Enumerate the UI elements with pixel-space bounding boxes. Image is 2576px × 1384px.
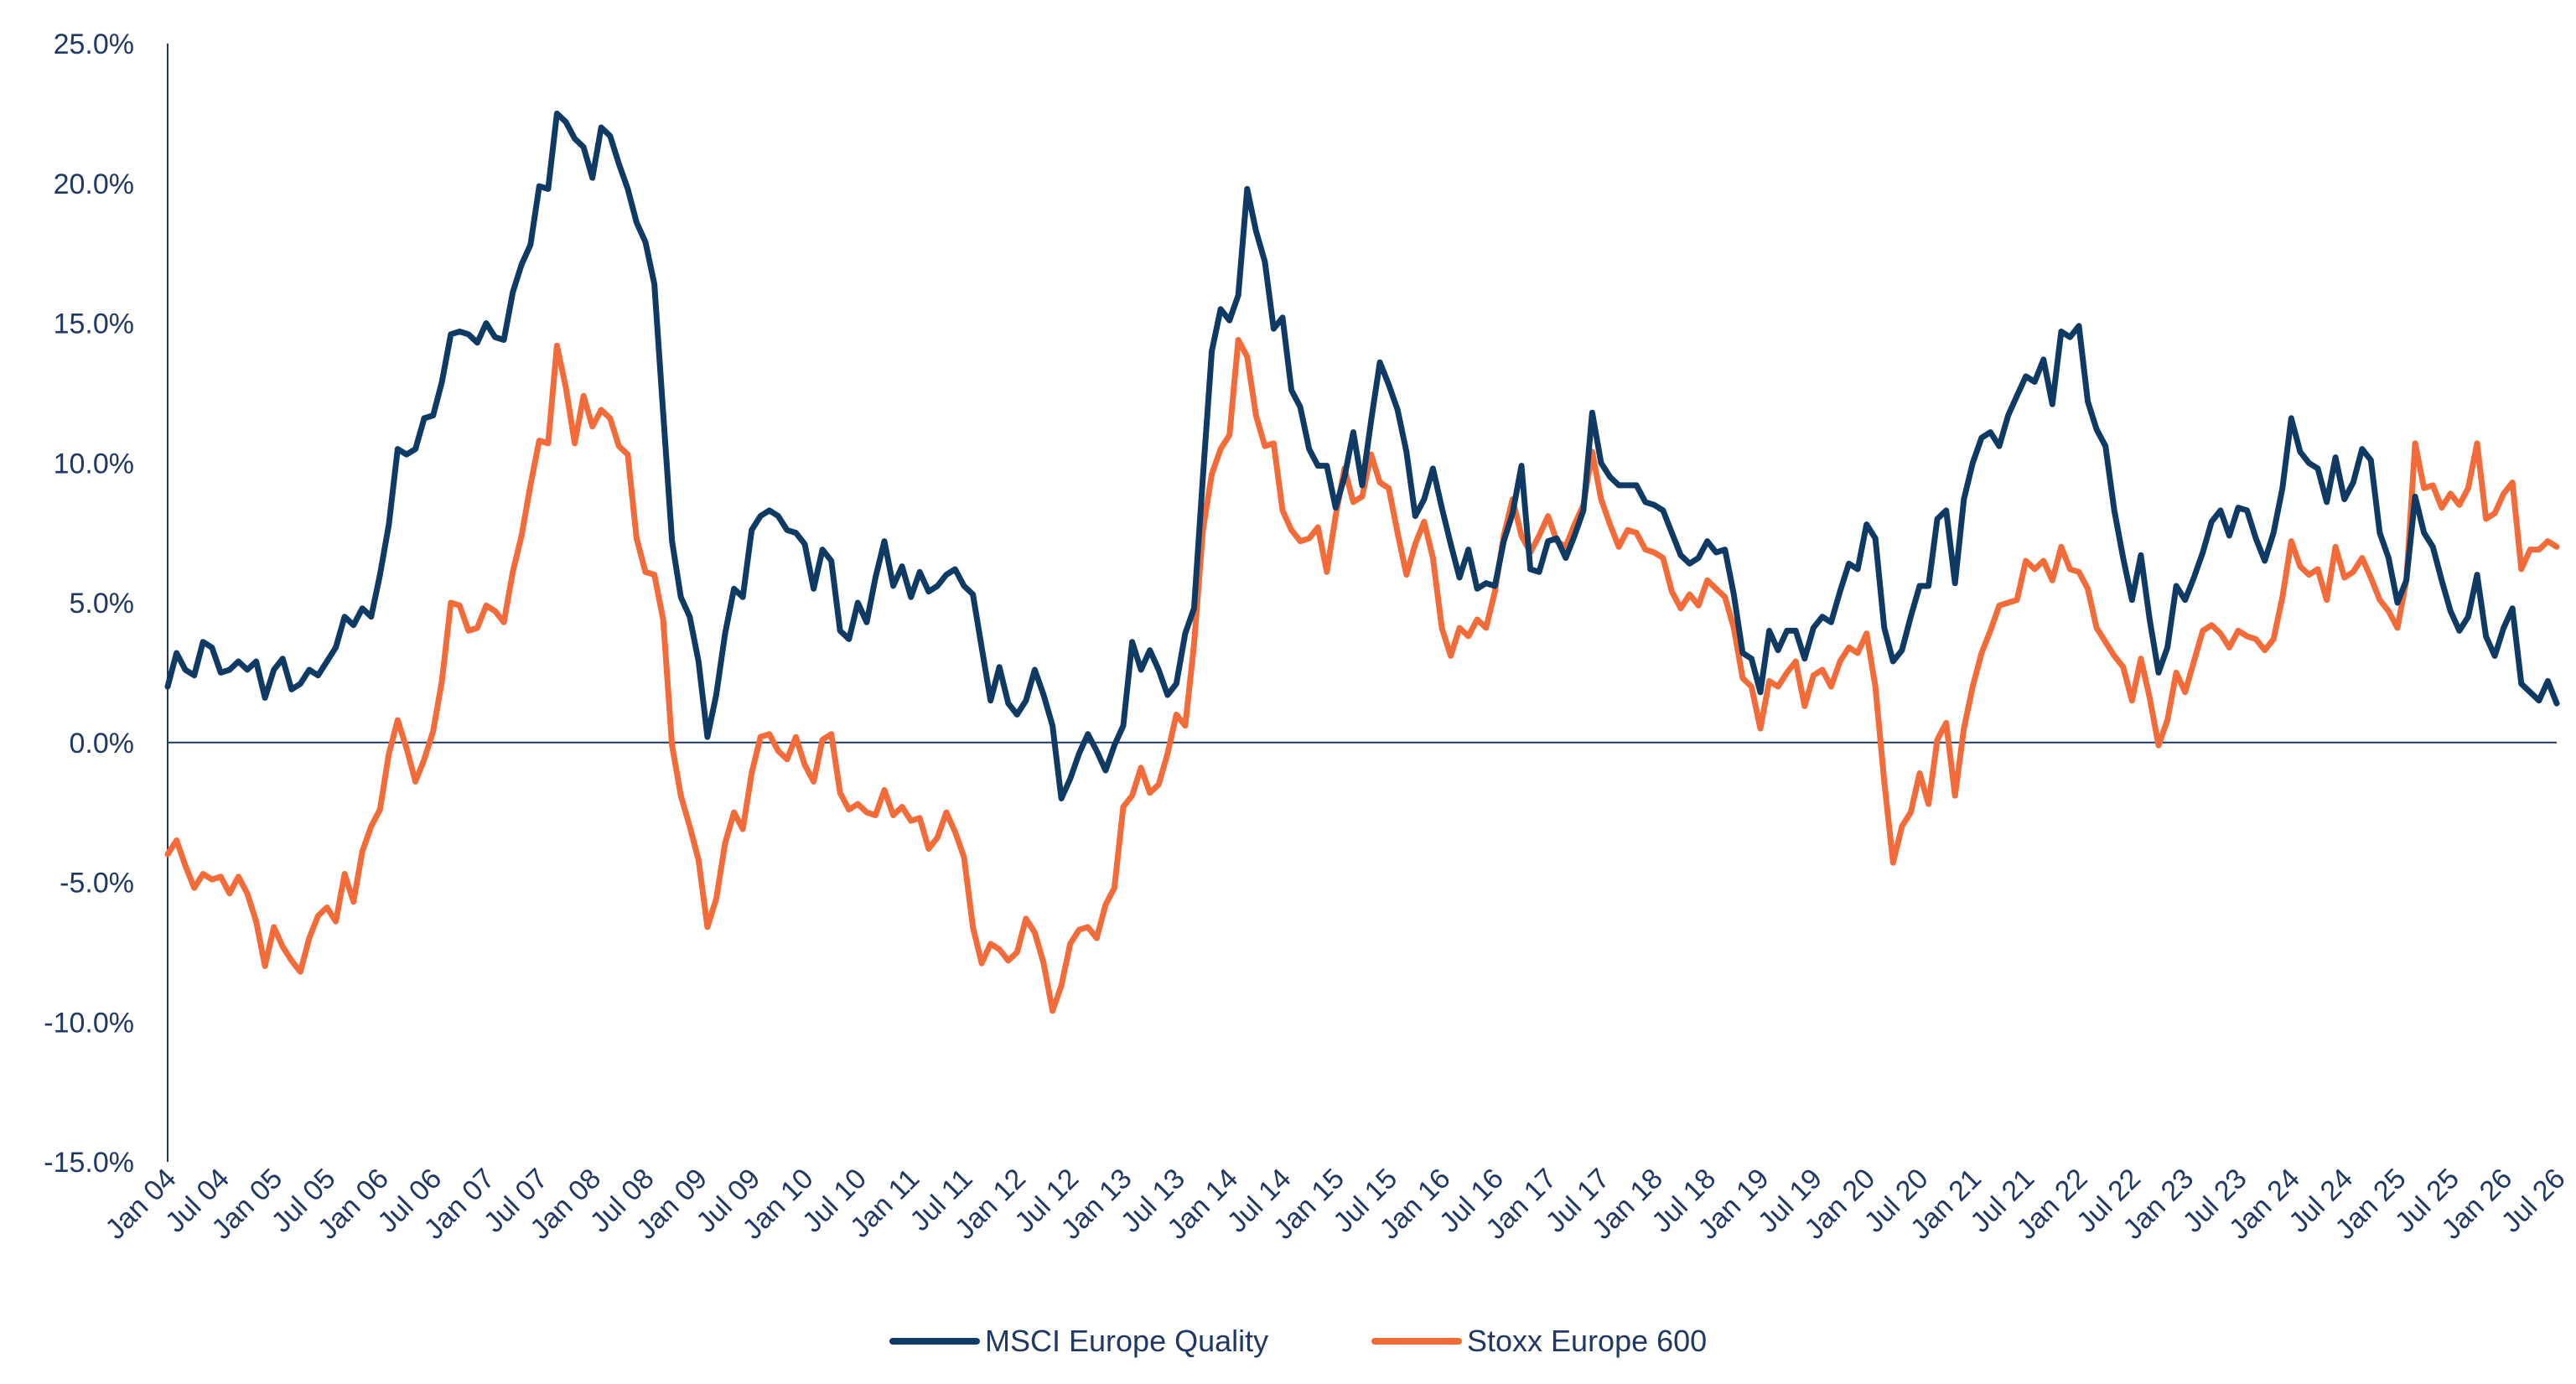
y-tick-label: 15.0% xyxy=(54,308,134,340)
y-tick-label: 10.0% xyxy=(54,448,134,479)
series-line-stoxx-europe-600 xyxy=(164,337,2560,1014)
legend-item-msci-europe-quality: MSCI Europe Quality xyxy=(889,1324,1268,1358)
legend: MSCI Europe Quality Stoxx Europe 600 xyxy=(889,1324,1707,1358)
legend-item-stoxx-europe-600: Stoxx Europe 600 xyxy=(1371,1324,1707,1358)
legend-label: Stoxx Europe 600 xyxy=(1467,1324,1707,1358)
y-axis: -15.0% -10.0% -5.0% 0.0% 5.0% 10.0% 15.0% 20.0%… xyxy=(44,29,168,1179)
y-tick-label: -10.0% xyxy=(44,1007,134,1039)
y-tick-label: -15.0% xyxy=(44,1147,134,1179)
series-lines xyxy=(164,110,2560,1014)
legend-label: MSCI Europe Quality xyxy=(985,1324,1268,1358)
series-line-msci-europe-quality xyxy=(164,110,2560,801)
y-tick-label: -5.0% xyxy=(60,868,134,899)
y-tick-label: 20.0% xyxy=(54,168,134,200)
y-tick-label: 25.0% xyxy=(54,29,134,60)
y-tick-label: 5.0% xyxy=(70,588,135,619)
y-tick-label: 0.0% xyxy=(70,728,135,759)
